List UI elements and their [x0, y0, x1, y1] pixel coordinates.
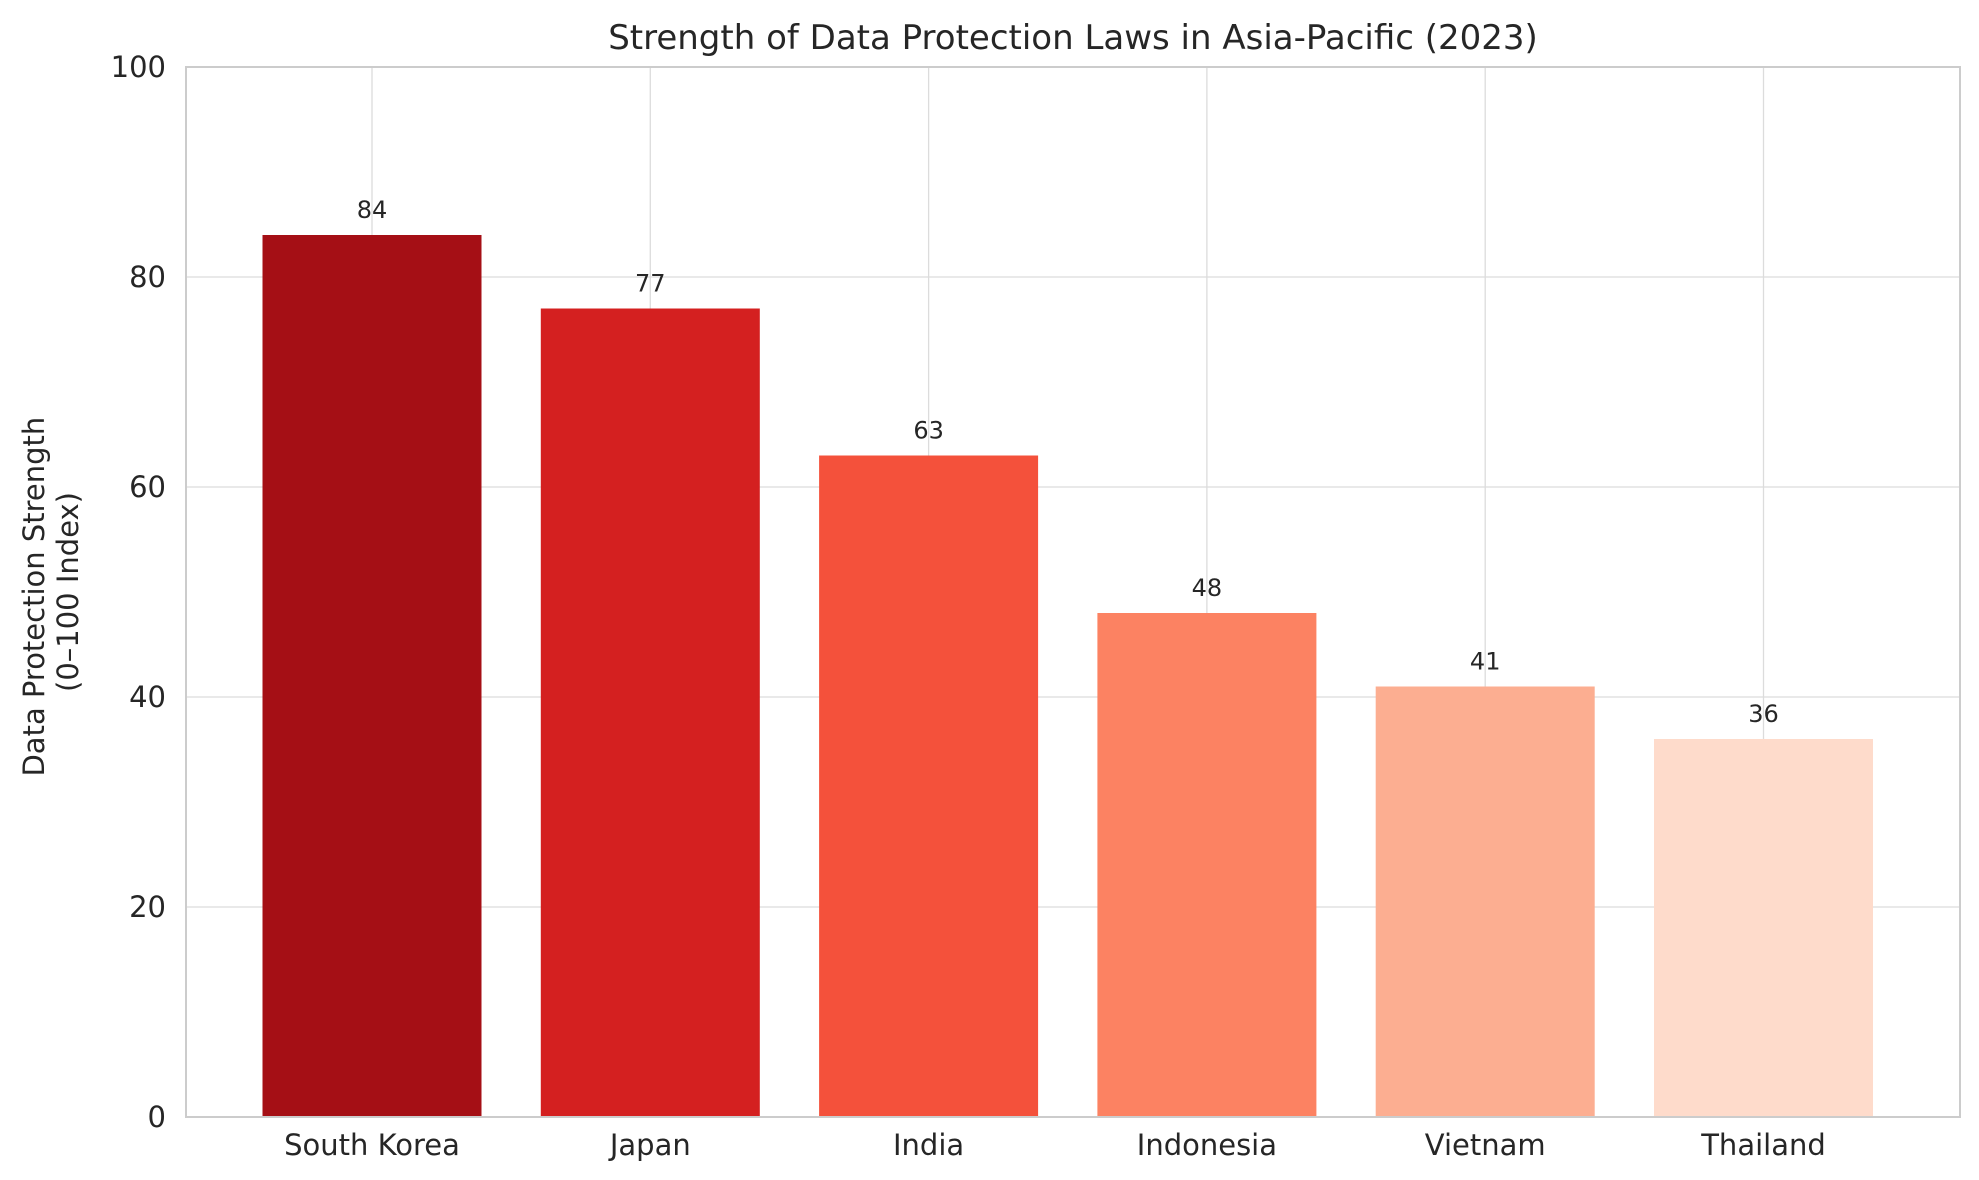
y-tick-label-4: 80 [129, 260, 166, 294]
bars [262, 235, 1873, 1117]
y-axis-label-line-1: Data Protection Strength [17, 417, 51, 777]
data-label-1: 77 [635, 270, 666, 298]
x-tick-label-0: South Korea [284, 1128, 460, 1162]
y-axis-label: Data Protection Strength (0–100 Index) [17, 407, 85, 776]
x-tick-label-4: Vietnam [1425, 1128, 1546, 1162]
x-tick-label-5: Thailand [1700, 1128, 1826, 1162]
bar-3 [1097, 613, 1317, 1117]
data-label-2: 63 [913, 417, 944, 445]
bar-5 [1654, 739, 1873, 1117]
y-axis-label-line-2: (0–100 Index) [51, 492, 85, 692]
y-axis-ticks: 0 20 40 60 80 100 [111, 50, 166, 1134]
data-label-0: 84 [357, 196, 388, 224]
y-tick-label-3: 60 [129, 470, 166, 504]
data-label-4: 41 [1470, 648, 1501, 676]
bar-1 [540, 308, 760, 1117]
bar-0 [262, 235, 482, 1117]
x-tick-label-2: India [893, 1128, 964, 1162]
data-label-5: 36 [1748, 700, 1779, 728]
x-tick-label-3: Indonesia [1137, 1128, 1277, 1162]
x-tick-label-1: Japan [608, 1128, 691, 1162]
y-tick-label-5: 100 [111, 50, 166, 84]
data-labels: 84 77 63 48 41 36 [357, 196, 1779, 728]
y-tick-label-1: 20 [129, 890, 166, 924]
y-tick-label-2: 40 [129, 680, 166, 714]
y-tick-label-0: 0 [148, 1100, 166, 1134]
x-axis-ticks: South Korea Japan India Indonesia Vietnam Tha… [284, 1128, 1826, 1162]
data-label-3: 48 [1192, 574, 1223, 602]
chart-title: Strength of Data Protection Laws in Asia… [608, 18, 1538, 58]
bar-2 [819, 455, 1039, 1117]
plot-frame [185, 66, 1961, 1118]
bar-4 [1375, 686, 1595, 1117]
